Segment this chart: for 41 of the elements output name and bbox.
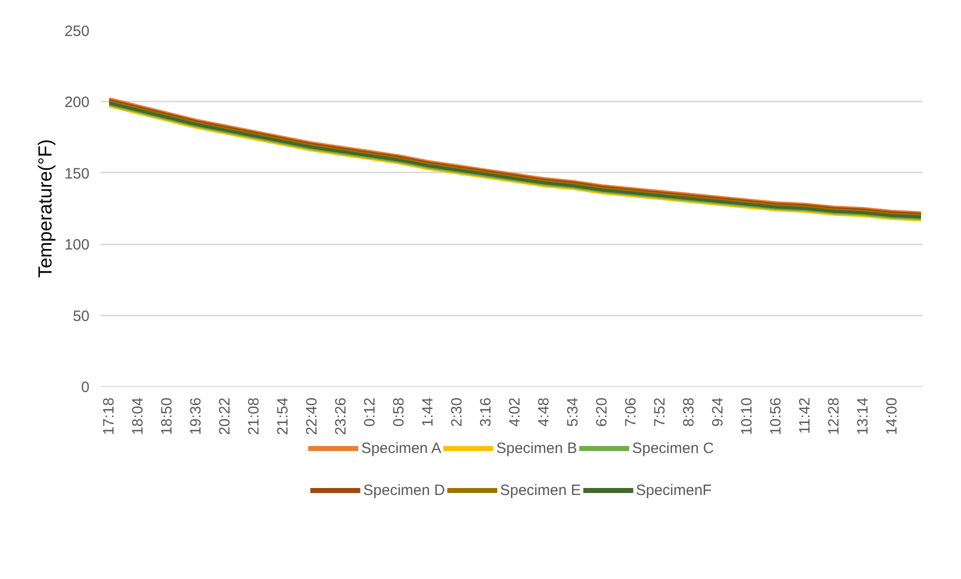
y-tick-label: 150 [64,165,90,182]
x-tick-label: 21:54 [274,397,292,436]
y-tick-label: 250 [64,23,90,40]
x-tick-label: 13:14 [854,397,872,436]
x-tick-label: 18:50 [158,397,176,436]
x-tick-label: 9:24 [710,397,727,427]
x-tick-label: 21:08 [246,397,263,436]
x-tick-label: 6:20 [594,397,611,427]
x-tick-label: 23:26 [332,397,350,436]
y-tick-label: 50 [72,308,90,325]
legend-label: SpecimenF [636,482,712,498]
x-tick-label: 14:00 [884,397,901,436]
legend-label: Specimen A [361,440,442,456]
x-tick-label: 4:02 [506,397,524,427]
x-tick-label: 7:06 [622,397,640,427]
x-tick-label: 10:56 [768,397,785,436]
x-tick-label: 17:18 [100,397,118,436]
legend-label: Specimen D [363,482,445,498]
x-tick-label: 4:48 [536,397,553,427]
x-tick-label: 1:44 [420,397,437,427]
x-tick-label: 7:52 [652,397,669,427]
x-tick-label: 2:30 [448,397,466,427]
y-axis-title: Temperature(°F) [35,139,56,278]
x-tick-label: 8:38 [680,397,698,427]
x-tick-label: 0:12 [362,397,379,427]
x-tick-label: 10:10 [738,397,756,436]
y-tick-label: 200 [64,94,90,112]
legend-label: Specimen C [632,440,714,456]
x-tick-label: 5:34 [564,397,582,427]
x-tick-label: 3:16 [478,397,495,427]
x-tick-label: 12:28 [826,397,843,436]
x-tick-label: 18:04 [130,397,147,436]
y-tick-label: 0 [81,379,90,396]
legend-label: Specimen B [496,440,578,456]
y-tick-label: 100 [64,236,90,254]
x-tick-label: 0:58 [390,397,408,427]
x-tick-label: 20:22 [216,397,234,436]
legend-label: Specimen E [500,482,581,498]
x-tick-label: 11:42 [796,397,814,434]
x-tick-label: 19:36 [188,397,205,436]
x-tick-label: 22:40 [304,397,321,436]
